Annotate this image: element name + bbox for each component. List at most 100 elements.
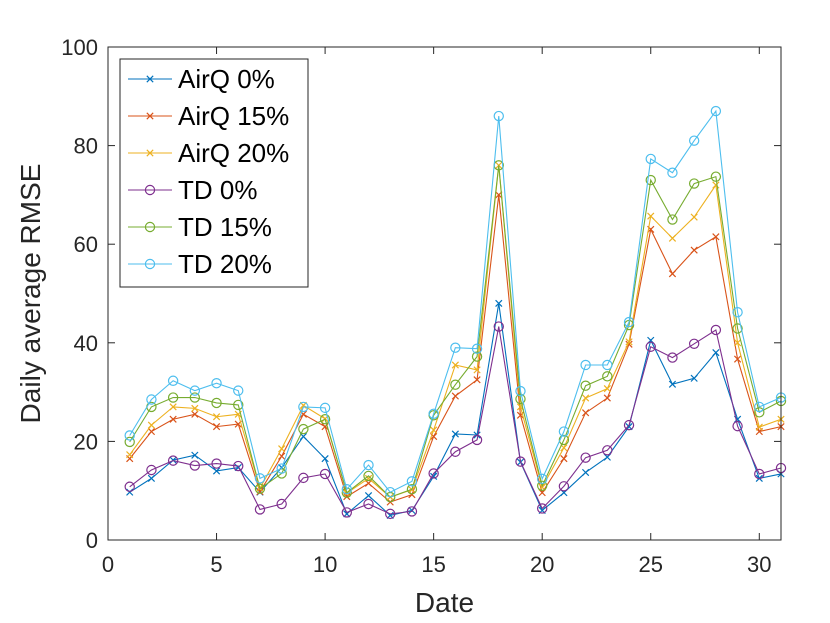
x-tick-label: 20 [530, 552, 554, 577]
data-point [211, 458, 222, 469]
data-point [406, 484, 418, 495]
y-tick-label: 100 [61, 35, 98, 60]
data-point [645, 174, 656, 186]
data-point [668, 270, 677, 278]
legend-swatch-marker [146, 112, 154, 120]
series-airq-15- [126, 191, 785, 506]
data-point [363, 459, 374, 471]
legend-item: AirQ 0% [128, 64, 275, 94]
x-tick-label: 30 [747, 552, 771, 577]
data-point [690, 374, 698, 382]
data-point [688, 178, 700, 189]
data-point [450, 446, 461, 457]
data-point [364, 492, 373, 500]
data-point [169, 415, 177, 423]
data-point [710, 171, 722, 182]
data-point [558, 434, 570, 446]
data-point [450, 342, 461, 353]
data-point [515, 385, 526, 397]
data-point [495, 299, 503, 307]
data-point [645, 341, 656, 352]
data-point [493, 321, 504, 332]
data-point [169, 403, 177, 411]
data-point [471, 351, 483, 362]
data-point [471, 434, 483, 446]
data-point [603, 385, 611, 393]
data-point [191, 404, 199, 412]
data-point [147, 474, 156, 482]
data-point [602, 371, 613, 382]
data-point [147, 421, 156, 429]
data-point [211, 378, 222, 389]
data-point [167, 375, 179, 386]
data-point [341, 507, 353, 518]
data-point [558, 481, 570, 492]
data-point [733, 355, 742, 363]
data-point [341, 484, 353, 495]
data-point [191, 451, 199, 459]
data-point [515, 393, 526, 405]
data-point [191, 410, 199, 418]
data-point [558, 426, 570, 437]
data-point [623, 316, 635, 328]
data-point [212, 413, 221, 421]
legend-item: TD 0% [128, 175, 257, 205]
legend-swatch-marker [144, 184, 156, 196]
data-point [710, 324, 722, 336]
data-point [560, 455, 568, 463]
data-point [430, 426, 438, 434]
series-line [129, 165, 782, 498]
data-point [603, 453, 611, 461]
legend-item: AirQ 20% [128, 138, 289, 168]
data-point [754, 407, 765, 418]
y-tick-label: 40 [74, 331, 98, 356]
x-tick-label: 5 [210, 552, 222, 577]
data-point [581, 409, 590, 417]
series-td-20- [124, 105, 787, 498]
data-point [254, 473, 266, 484]
data-point [189, 460, 201, 471]
legend-label: TD 20% [178, 249, 272, 279]
data-point [732, 420, 743, 432]
data-point [211, 397, 222, 409]
data-point [712, 181, 720, 189]
data-point [580, 359, 591, 371]
x-tick-label: 15 [421, 552, 445, 577]
data-point [668, 234, 677, 242]
data-point [254, 504, 266, 515]
data-point [451, 392, 459, 400]
data-point [580, 452, 591, 463]
data-point [298, 423, 309, 435]
data-point [276, 463, 287, 474]
data-point [189, 392, 201, 403]
data-point [298, 472, 309, 484]
y-tick-label: 20 [74, 429, 98, 454]
data-point [473, 366, 481, 374]
data-point [146, 464, 157, 476]
data-point [124, 436, 135, 448]
legend-label: AirQ 15% [178, 101, 289, 131]
data-point [733, 339, 742, 347]
data-point [603, 394, 611, 402]
y-tick-label: 80 [74, 134, 98, 159]
series-line [129, 109, 782, 493]
data-point [712, 349, 720, 357]
x-axis-label: Date [415, 587, 474, 618]
data-point [667, 214, 678, 225]
data-point [126, 451, 134, 459]
data-point [428, 468, 439, 479]
data-point [298, 401, 309, 413]
data-point [581, 468, 590, 477]
series-td-15- [124, 160, 787, 503]
data-point [710, 105, 722, 117]
data-point [167, 392, 179, 403]
data-point [430, 472, 438, 481]
data-point [690, 246, 698, 254]
data-point [732, 323, 743, 334]
data-point [189, 385, 201, 396]
y-axis-label: Daily average RMSE [15, 164, 46, 424]
axes: 0 5 10 15 20 25 30 0 20 40 60 80 100 [61, 35, 782, 577]
legend-swatch-marker [144, 258, 156, 270]
data-point [233, 399, 244, 411]
